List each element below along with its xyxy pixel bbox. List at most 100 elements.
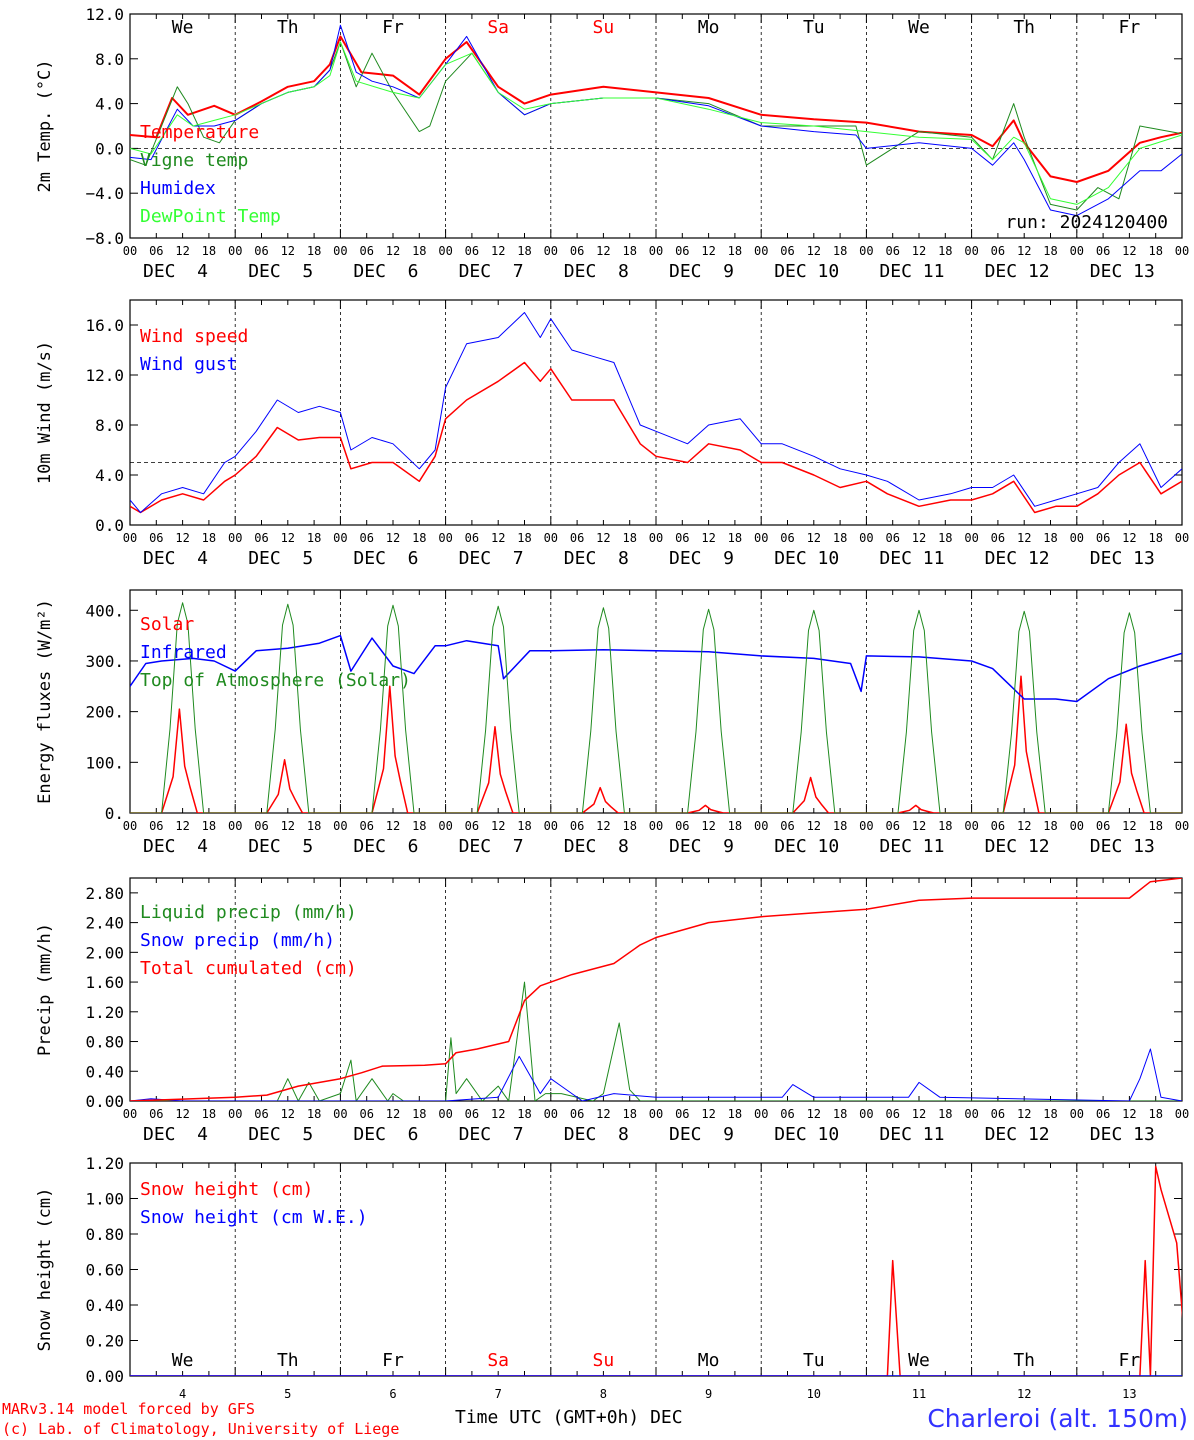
series-line-top-of-atmosphere-solar bbox=[130, 602, 1182, 813]
date-label: DEC 8 bbox=[564, 548, 629, 569]
series-line-snow-height-cm bbox=[130, 1165, 1182, 1376]
y-tick-label: 1.20 bbox=[85, 1003, 124, 1022]
hour-tick-label: 12 bbox=[175, 531, 189, 545]
hour-tick-label: 00 bbox=[859, 1107, 873, 1121]
hour-tick-label: 12 bbox=[1017, 531, 1031, 545]
hour-tick-label: 18 bbox=[938, 1107, 952, 1121]
y-tick-label: 16.0 bbox=[85, 316, 124, 335]
hour-tick-label: 18 bbox=[517, 819, 531, 833]
date-label: DEC 12 bbox=[985, 261, 1050, 282]
hour-tick-label: 18 bbox=[728, 819, 742, 833]
y-tick-label: 0.00 bbox=[85, 1092, 124, 1111]
day-name-label: Su bbox=[593, 1350, 615, 1371]
hour-tick-label: 12 bbox=[701, 819, 715, 833]
hour-tick-label: 18 bbox=[307, 244, 321, 258]
hour-tick-label: 12 bbox=[281, 1107, 295, 1121]
legend-entry: Vigne temp bbox=[140, 150, 248, 171]
legend-entry: Humidex bbox=[140, 178, 216, 199]
date-label: DEC 7 bbox=[459, 548, 524, 569]
hour-tick-label: 06 bbox=[359, 1107, 373, 1121]
hour-tick-label: 18 bbox=[517, 1107, 531, 1121]
y-tick-label: 0.60 bbox=[85, 1261, 124, 1280]
date-label: DEC 11 bbox=[879, 836, 944, 857]
hour-tick-label: 06 bbox=[149, 244, 163, 258]
hour-tick-label: 06 bbox=[675, 819, 689, 833]
hour-tick-label: 12 bbox=[807, 531, 821, 545]
date-label: DEC 6 bbox=[353, 1124, 418, 1145]
date-label: DEC 9 bbox=[669, 548, 734, 569]
series-line-liquid-precip-mm-h bbox=[130, 981, 1182, 1101]
y-tick-label: 8.0 bbox=[95, 416, 124, 435]
hour-tick-label: 00 bbox=[544, 531, 558, 545]
date-label: DEC 10 bbox=[774, 548, 839, 569]
hour-tick-label: 06 bbox=[465, 244, 479, 258]
hour-tick-label: 12 bbox=[596, 1107, 610, 1121]
series-line-solar bbox=[130, 675, 1182, 813]
hour-tick-label: 00 bbox=[964, 819, 978, 833]
hour-tick-label: 12 bbox=[1122, 244, 1136, 258]
y-tick-label: 1.60 bbox=[85, 973, 124, 992]
hour-tick-label: 12 bbox=[912, 1107, 926, 1121]
date-label: DEC 12 bbox=[985, 836, 1050, 857]
day-name-label: Th bbox=[277, 1350, 299, 1371]
hour-tick-label: 06 bbox=[570, 244, 584, 258]
hour-tick-label: 12 bbox=[491, 531, 505, 545]
hour-tick-label: 00 bbox=[228, 531, 242, 545]
hour-tick-label: 06 bbox=[1096, 244, 1110, 258]
hour-tick-label: 18 bbox=[728, 1107, 742, 1121]
hour-tick-label: 06 bbox=[465, 819, 479, 833]
y-tick-label: 300. bbox=[85, 652, 124, 671]
y-tick-label: 100. bbox=[85, 753, 124, 772]
hour-tick-label: 00 bbox=[228, 1107, 242, 1121]
hour-tick-label: 06 bbox=[780, 531, 794, 545]
y-axis-label: 2m Temp. (°C) bbox=[35, 59, 55, 192]
date-label: DEC 10 bbox=[774, 1124, 839, 1145]
day-name-label: Mo bbox=[698, 17, 720, 38]
hour-tick-label: 18 bbox=[1043, 244, 1057, 258]
date-label: DEC 5 bbox=[248, 261, 313, 282]
y-tick-label: 1.20 bbox=[85, 1154, 124, 1173]
hour-tick-label: 06 bbox=[570, 531, 584, 545]
series-line-wind-gust bbox=[130, 312, 1182, 513]
legend-entry: Total cumulated (cm) bbox=[140, 958, 357, 979]
panel-4: 0.00 0.40 0.80 1.20 1.60 2.00 2.40 2.80 Precip (… bbox=[35, 877, 1189, 1145]
hour-tick-label: 12 bbox=[281, 244, 295, 258]
hour-tick-label: 18 bbox=[622, 531, 636, 545]
hour-tick-label: 00 bbox=[333, 1107, 347, 1121]
day-name-label: Sa bbox=[487, 17, 509, 38]
y-tick-label: 200. bbox=[85, 703, 124, 722]
date-label: DEC 6 bbox=[353, 836, 418, 857]
hour-tick-label: 12 bbox=[1017, 244, 1031, 258]
day-name-label: Fr bbox=[382, 17, 404, 38]
hour-tick-label: 18 bbox=[517, 244, 531, 258]
day-name-label: Sa bbox=[487, 1350, 509, 1371]
legend-entry: Snow height (cm W.E.) bbox=[140, 1207, 368, 1228]
hour-tick-label: 00 bbox=[1175, 531, 1189, 545]
y-tick-label: 4.0 bbox=[95, 466, 124, 485]
hour-tick-label: 18 bbox=[622, 244, 636, 258]
date-label: DEC 8 bbox=[564, 836, 629, 857]
hour-tick-label: 06 bbox=[1096, 531, 1110, 545]
day-number-label: 7 bbox=[495, 1387, 502, 1401]
hour-tick-label: 12 bbox=[386, 1107, 400, 1121]
hour-tick-label: 06 bbox=[675, 244, 689, 258]
y-tick-label: 12.0 bbox=[85, 366, 124, 385]
day-name-label: Th bbox=[1013, 17, 1035, 38]
hour-tick-label: 12 bbox=[1017, 819, 1031, 833]
date-label: DEC 13 bbox=[1090, 261, 1155, 282]
day-name-label: Th bbox=[277, 17, 299, 38]
hour-tick-label: 00 bbox=[754, 244, 768, 258]
hour-tick-label: 18 bbox=[412, 531, 426, 545]
hour-tick-label: 18 bbox=[412, 244, 426, 258]
date-label: DEC 8 bbox=[564, 261, 629, 282]
y-axis-label: 10m Wind (m/s) bbox=[35, 341, 55, 484]
legend-entry: Top of Atmosphere (Solar) bbox=[140, 670, 411, 691]
hour-tick-label: 18 bbox=[412, 1107, 426, 1121]
hour-tick-label: 12 bbox=[281, 531, 295, 545]
day-number-label: 12 bbox=[1017, 1387, 1031, 1401]
y-tick-label: 0.00 bbox=[85, 1367, 124, 1386]
hour-tick-label: 06 bbox=[359, 244, 373, 258]
hour-tick-label: 06 bbox=[149, 1107, 163, 1121]
hour-tick-label: 06 bbox=[359, 531, 373, 545]
